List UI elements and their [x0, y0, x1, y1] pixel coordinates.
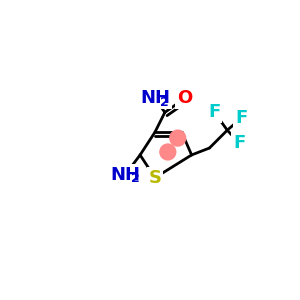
Text: F: F	[235, 109, 247, 127]
Text: O: O	[177, 89, 192, 107]
Text: F: F	[233, 134, 245, 152]
Text: S: S	[148, 169, 161, 187]
Circle shape	[160, 144, 176, 160]
Text: NH: NH	[140, 89, 170, 107]
Text: 2: 2	[131, 172, 140, 185]
Text: F: F	[208, 103, 220, 122]
Text: NH: NH	[110, 166, 140, 184]
Text: 2: 2	[160, 96, 169, 109]
Circle shape	[170, 130, 186, 146]
